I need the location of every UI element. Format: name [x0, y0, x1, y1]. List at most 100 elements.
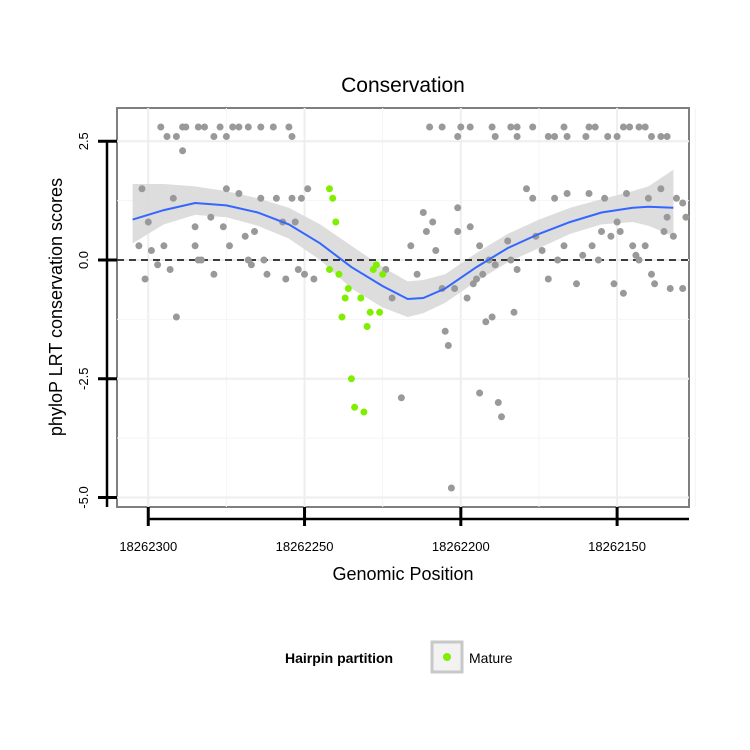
other-point [191, 223, 199, 231]
other-point [222, 133, 230, 140]
mature-point [335, 270, 343, 278]
gridlines [117, 108, 696, 507]
other-point [288, 194, 296, 202]
other-point [426, 123, 434, 131]
other-point [473, 275, 480, 283]
y-tick-label: 2.5 [76, 132, 91, 150]
other-point [476, 389, 484, 397]
other-point [454, 204, 462, 212]
other-point [488, 313, 496, 321]
other-point [679, 199, 687, 207]
other-point [172, 133, 180, 140]
other-point [432, 247, 440, 254]
other-point [551, 133, 559, 140]
other-point [507, 256, 515, 264]
other-point [207, 213, 215, 221]
other-point [407, 242, 415, 250]
other-point [613, 218, 621, 226]
other-point [260, 256, 268, 264]
other-point [304, 185, 312, 193]
other-point [560, 123, 568, 131]
mature-point [379, 270, 387, 278]
other-point [666, 285, 674, 292]
other-point [210, 133, 218, 140]
other-point [447, 484, 455, 492]
x-tick-label: 18262250 [276, 539, 334, 554]
other-point [679, 285, 687, 292]
other-point [494, 399, 502, 406]
other-point [451, 285, 459, 292]
other-point [498, 413, 505, 421]
mature-point [360, 408, 368, 416]
y-tick-label: 0.0 [76, 251, 91, 269]
other-point [219, 223, 227, 231]
y-tick-label: -5.0 [76, 486, 91, 508]
other-point [529, 123, 537, 131]
x-axis-label: Genomic Position [332, 564, 473, 584]
other-point [235, 190, 243, 197]
legend: Hairpin partition Mature [285, 640, 513, 674]
smooth-line [132, 201, 674, 301]
mature-point [332, 218, 340, 226]
other-point [422, 228, 430, 235]
other-point [301, 270, 308, 278]
other-point [241, 232, 249, 240]
other-point [229, 123, 237, 131]
y-axis: -5.0 -2.5 0.0 2.5 [76, 132, 117, 509]
other-point [619, 289, 627, 297]
other-point [413, 270, 421, 278]
other-point [682, 213, 690, 221]
other-point [582, 133, 590, 140]
other-point [235, 123, 243, 131]
legend-title: Hairpin partition [285, 650, 393, 666]
other-point [491, 133, 499, 140]
other-point [626, 123, 634, 131]
other-point [488, 123, 496, 131]
other-point [529, 194, 537, 202]
mature-point [372, 261, 380, 269]
other-point [648, 270, 655, 278]
other-point [457, 123, 465, 131]
data-points [135, 123, 690, 492]
other-point [222, 185, 230, 193]
y-tick-label: -2.5 [76, 368, 91, 390]
other-point [466, 123, 474, 131]
mature-point [326, 185, 333, 193]
other-point [441, 327, 449, 335]
other-point [257, 194, 265, 202]
other-point [585, 190, 593, 197]
other-point [216, 123, 224, 131]
other-point [226, 242, 233, 250]
legend-key-mature-point [443, 653, 451, 661]
other-point [560, 242, 568, 250]
other-point [247, 261, 255, 269]
other-point [429, 218, 437, 226]
mature-point [338, 313, 346, 321]
other-point [272, 194, 280, 202]
other-point [641, 242, 649, 250]
other-point [147, 247, 155, 254]
other-point [144, 218, 152, 226]
other-point [210, 270, 218, 278]
other-point [563, 133, 571, 140]
other-point [663, 213, 671, 221]
other-point [388, 294, 396, 302]
other-point [444, 342, 452, 349]
other-point [669, 232, 677, 240]
other-point [601, 194, 609, 202]
other-point [635, 123, 643, 131]
other-point [598, 228, 605, 235]
other-point [635, 256, 643, 264]
other-point [463, 294, 471, 302]
other-point [476, 242, 484, 250]
other-point [154, 261, 162, 269]
other-point [166, 266, 174, 273]
other-point [397, 394, 405, 402]
other-point [269, 123, 277, 131]
mature-point [341, 294, 349, 302]
mature-point [351, 403, 359, 411]
other-point [660, 228, 668, 235]
other-point [163, 133, 171, 140]
other-point [513, 133, 521, 140]
mature-point [366, 308, 374, 316]
